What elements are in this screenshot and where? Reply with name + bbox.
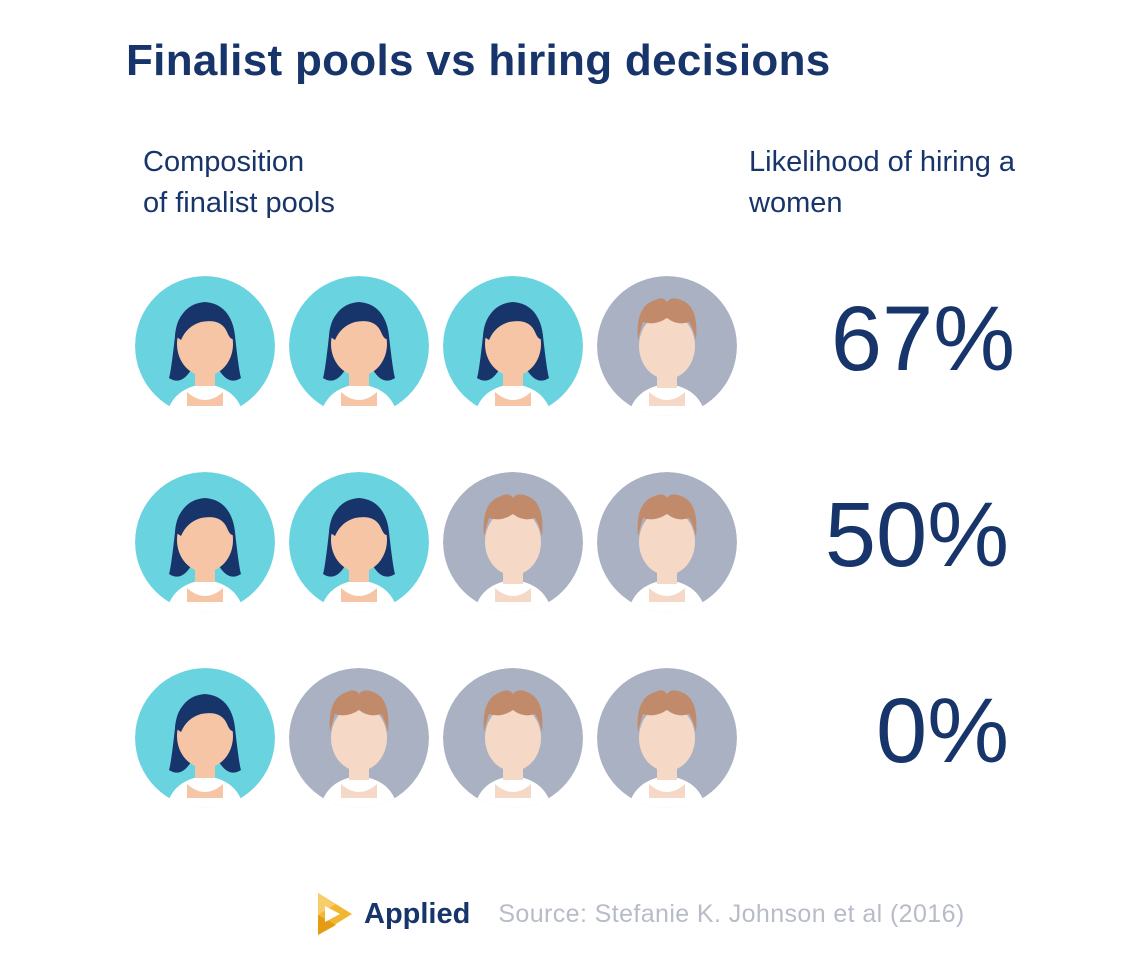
man-avatar <box>597 668 737 808</box>
man-avatar-icon <box>289 668 429 808</box>
applied-logo-icon <box>318 893 352 935</box>
likelihood-value: 67% <box>830 288 1015 390</box>
man-avatar-icon <box>443 472 583 612</box>
woman-avatar-icon <box>443 276 583 416</box>
likelihood-header-line-1: Likelihood of hiring a <box>749 146 1016 178</box>
pool-row-2: 50% <box>135 472 1035 612</box>
man-avatar <box>443 472 583 612</box>
woman-avatar <box>135 472 275 612</box>
woman-avatar-icon <box>135 276 275 416</box>
likelihood-header-line-2: women <box>749 187 843 219</box>
avatar-group <box>135 668 745 808</box>
pool-row-1: 67% <box>135 276 1035 416</box>
man-avatar <box>289 668 429 808</box>
woman-avatar-icon <box>289 276 429 416</box>
avatar-group <box>135 276 745 416</box>
likelihood-value: 0% <box>876 680 1009 782</box>
pool-row-3: 0% <box>135 668 1035 808</box>
man-avatar-icon <box>443 668 583 808</box>
woman-avatar <box>289 276 429 416</box>
pool-header-line-2: of finalist pools <box>143 187 335 219</box>
woman-avatar <box>289 472 429 612</box>
man-avatar <box>597 472 737 612</box>
woman-avatar-icon <box>135 472 275 612</box>
woman-avatar <box>135 276 275 416</box>
page-title: Finalist pools vs hiring decisions <box>126 36 831 85</box>
footer: Applied Source: Stefanie K. Johnson et a… <box>314 890 965 938</box>
brand-name: Applied <box>364 897 471 930</box>
woman-avatar <box>443 276 583 416</box>
likelihood-header: Likelihood of hiring a women <box>749 142 1015 224</box>
likelihood-value: 50% <box>824 484 1009 586</box>
source-citation: Source: Stefanie K. Johnson et al (2016) <box>498 899 965 928</box>
man-avatar-icon <box>597 472 737 612</box>
man-avatar <box>597 276 737 416</box>
woman-avatar-icon <box>135 668 275 808</box>
woman-avatar <box>135 668 275 808</box>
avatar-group <box>135 472 745 612</box>
man-avatar-icon <box>597 668 737 808</box>
man-avatar <box>443 668 583 808</box>
pool-composition-header: Composition of finalist pools <box>143 142 335 224</box>
man-avatar-icon <box>597 276 737 416</box>
pool-header-line-1: Composition <box>143 146 305 178</box>
woman-avatar-icon <box>289 472 429 612</box>
